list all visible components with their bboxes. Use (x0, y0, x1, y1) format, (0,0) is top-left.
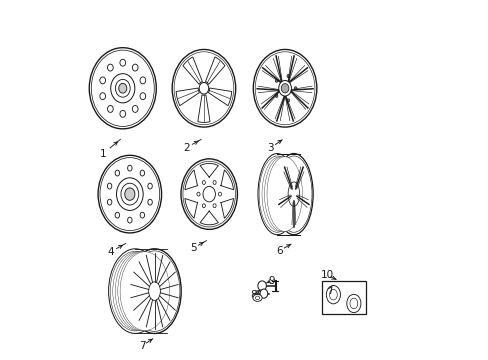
Ellipse shape (115, 212, 119, 218)
Ellipse shape (110, 251, 160, 331)
Ellipse shape (210, 90, 213, 94)
Ellipse shape (120, 111, 125, 117)
Ellipse shape (107, 183, 112, 189)
Ellipse shape (127, 217, 132, 223)
Ellipse shape (127, 165, 132, 171)
Ellipse shape (147, 183, 152, 189)
Ellipse shape (140, 170, 144, 176)
Text: 2: 2 (183, 143, 189, 153)
Ellipse shape (349, 298, 357, 309)
Ellipse shape (115, 79, 130, 97)
Ellipse shape (100, 158, 160, 231)
Ellipse shape (140, 77, 145, 84)
Ellipse shape (255, 52, 314, 125)
Ellipse shape (213, 181, 216, 184)
Ellipse shape (107, 105, 113, 112)
Ellipse shape (110, 74, 135, 103)
Ellipse shape (89, 48, 156, 129)
Ellipse shape (127, 249, 181, 333)
Polygon shape (198, 95, 210, 122)
Ellipse shape (197, 78, 200, 82)
Ellipse shape (286, 99, 289, 102)
Ellipse shape (119, 84, 126, 93)
Ellipse shape (174, 52, 233, 125)
Ellipse shape (140, 93, 145, 100)
Ellipse shape (100, 93, 105, 100)
Ellipse shape (213, 204, 216, 208)
Text: 3: 3 (267, 143, 274, 153)
Ellipse shape (218, 192, 221, 196)
Ellipse shape (197, 192, 200, 196)
Ellipse shape (275, 79, 277, 82)
Ellipse shape (207, 78, 210, 82)
Ellipse shape (124, 188, 135, 200)
Ellipse shape (148, 282, 160, 301)
Ellipse shape (172, 49, 235, 127)
Text: 4: 4 (107, 247, 114, 257)
Text: 8: 8 (249, 290, 256, 300)
Ellipse shape (260, 289, 267, 298)
Ellipse shape (116, 178, 143, 210)
Polygon shape (205, 57, 224, 84)
Ellipse shape (199, 82, 208, 94)
Ellipse shape (264, 157, 299, 231)
Ellipse shape (281, 84, 288, 93)
Ellipse shape (275, 94, 277, 97)
Bar (322, 280, 366, 314)
Ellipse shape (91, 50, 154, 126)
Text: 9: 9 (268, 275, 275, 285)
Polygon shape (183, 57, 202, 84)
Ellipse shape (259, 156, 295, 232)
Ellipse shape (98, 155, 161, 233)
Ellipse shape (287, 182, 299, 206)
Ellipse shape (262, 157, 297, 231)
Ellipse shape (202, 204, 205, 208)
Polygon shape (208, 88, 231, 105)
Ellipse shape (325, 285, 340, 304)
Ellipse shape (266, 157, 302, 231)
Ellipse shape (275, 156, 311, 232)
Ellipse shape (257, 281, 266, 291)
Ellipse shape (100, 77, 105, 84)
Ellipse shape (147, 199, 152, 205)
Ellipse shape (132, 64, 138, 71)
Ellipse shape (252, 294, 262, 301)
Ellipse shape (329, 289, 337, 300)
Text: 6: 6 (276, 246, 283, 256)
Ellipse shape (183, 161, 235, 227)
Ellipse shape (118, 252, 167, 330)
Text: 7: 7 (139, 341, 145, 351)
Text: 5: 5 (190, 243, 196, 253)
Ellipse shape (113, 252, 162, 330)
Ellipse shape (181, 159, 237, 229)
Ellipse shape (294, 87, 296, 90)
Ellipse shape (132, 105, 138, 112)
Text: 1: 1 (100, 149, 106, 158)
Ellipse shape (346, 294, 360, 312)
Ellipse shape (253, 49, 316, 127)
Text: 10: 10 (320, 270, 333, 280)
Ellipse shape (115, 252, 164, 330)
Ellipse shape (129, 251, 180, 331)
Ellipse shape (150, 285, 158, 297)
Ellipse shape (120, 252, 169, 330)
Polygon shape (176, 88, 199, 105)
Ellipse shape (115, 170, 119, 176)
Ellipse shape (278, 81, 291, 96)
Ellipse shape (202, 181, 205, 184)
Ellipse shape (194, 90, 197, 94)
Ellipse shape (286, 75, 289, 78)
Ellipse shape (290, 188, 296, 201)
Ellipse shape (140, 212, 144, 218)
Ellipse shape (202, 97, 205, 101)
Ellipse shape (203, 186, 215, 202)
Ellipse shape (107, 64, 113, 71)
Ellipse shape (274, 153, 312, 235)
Ellipse shape (107, 199, 112, 205)
Ellipse shape (108, 249, 162, 333)
Ellipse shape (120, 59, 125, 66)
Ellipse shape (121, 183, 139, 205)
Ellipse shape (258, 153, 296, 235)
Ellipse shape (255, 296, 259, 300)
